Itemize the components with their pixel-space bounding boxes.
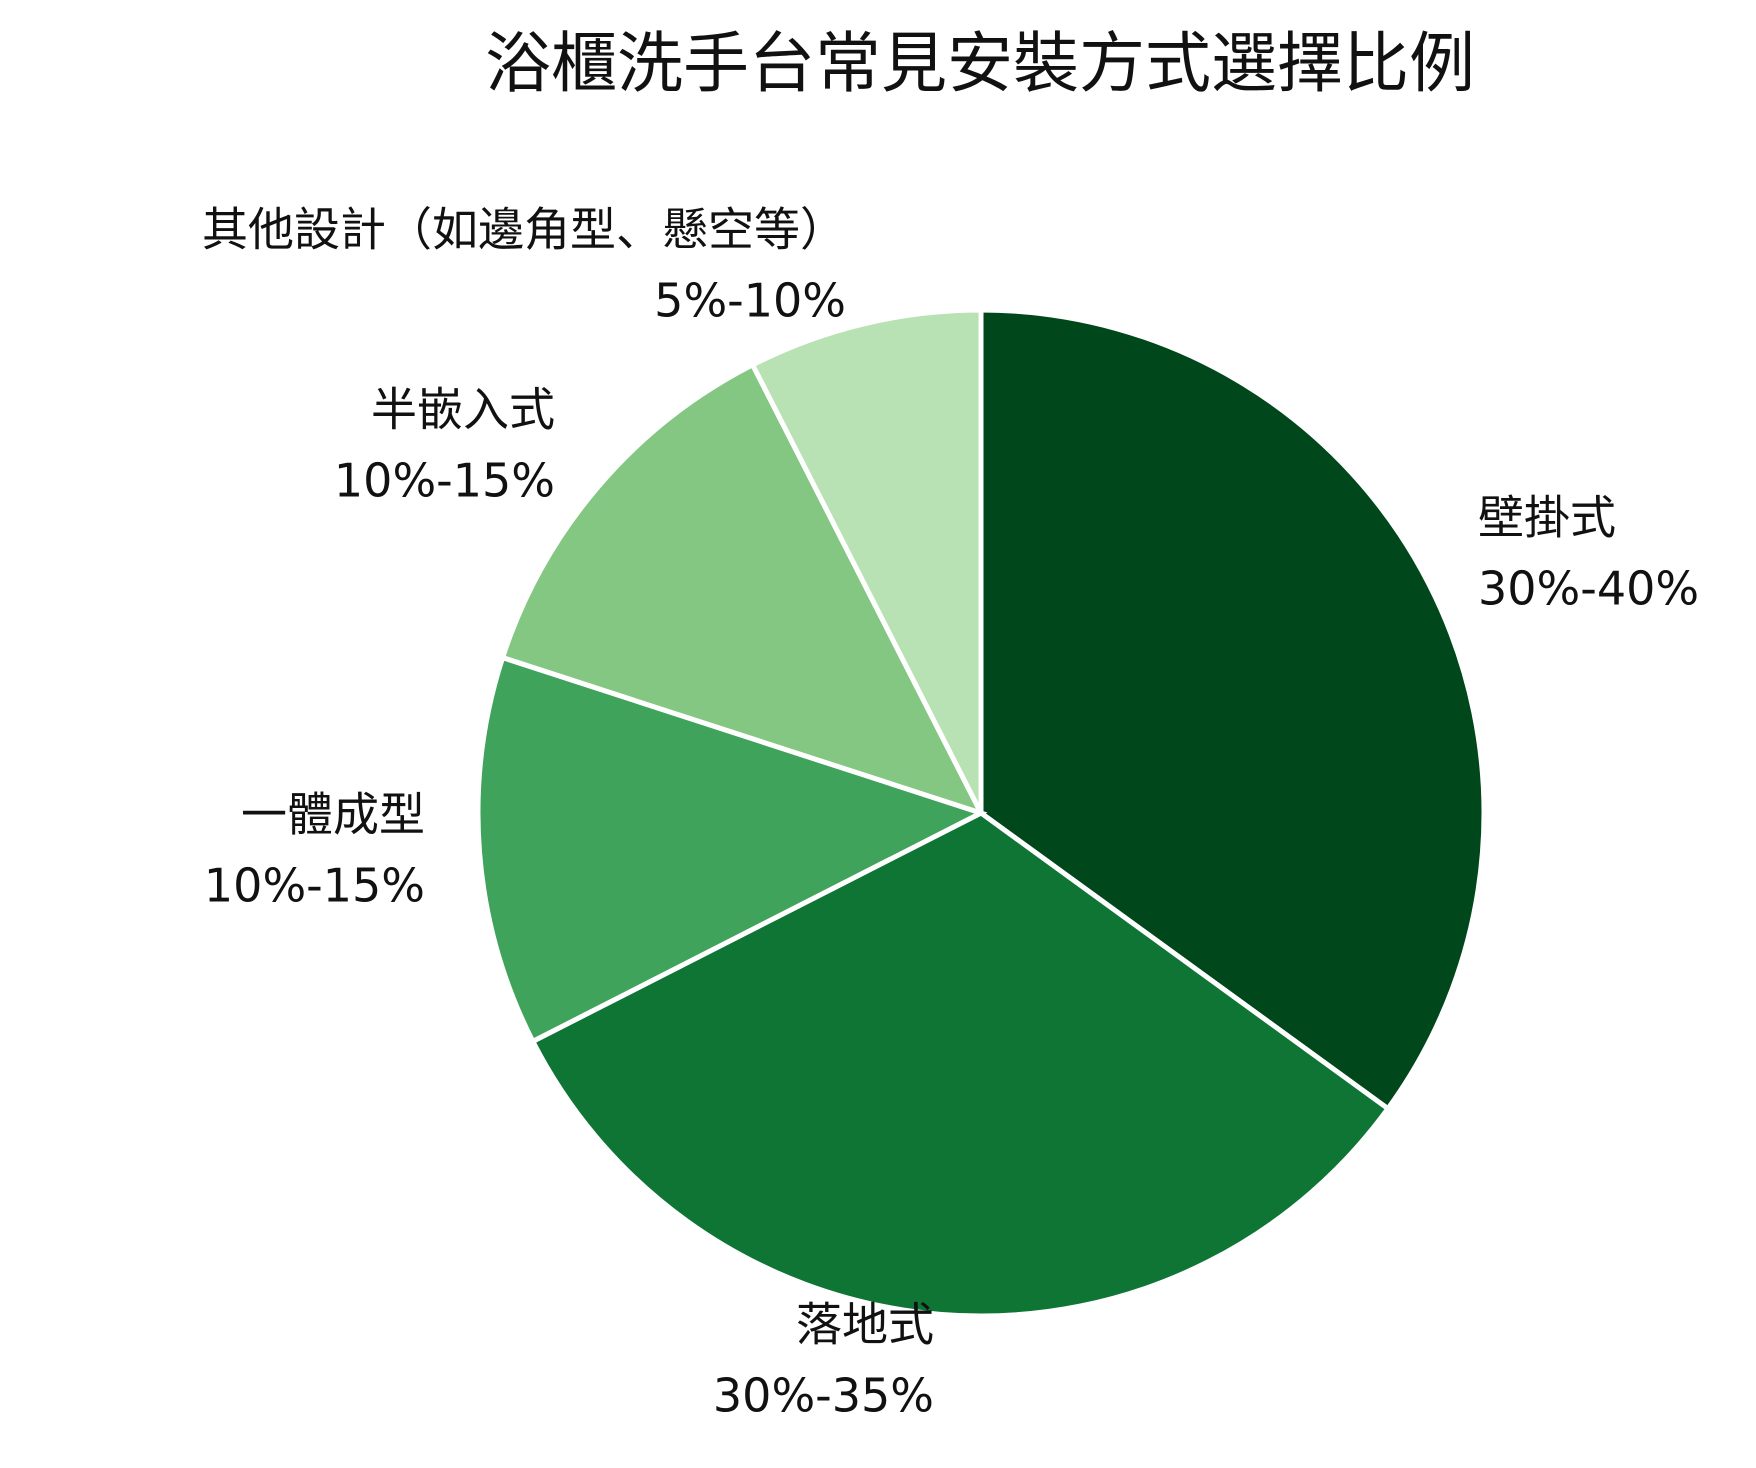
pie-slice [978,307,1487,1113]
slice-value-label: 30%-35% [713,1369,934,1423]
chart-title: 浴櫃洗手台常見安裝方式選擇比例 [485,25,1475,102]
slice-value-label: 10%-15% [334,454,555,508]
slice-value-label: 5%-10% [654,274,846,328]
pie-slice [499,361,986,818]
slice-value-label: 10%-15% [204,859,425,913]
pie-slice [475,654,988,1045]
pie-slice [749,307,984,815]
slice-label: 其他設計（如邊角型、懸空等） [202,203,846,257]
slice-value-label: 30%-40% [1478,562,1699,616]
slice-label: 壁掛式 [1478,491,1616,545]
slice-label: 半嵌入式 [371,383,555,437]
pie-slice [529,810,1392,1319]
slice-label: 一體成型 [241,788,425,842]
slice-label: 落地式 [796,1298,934,1352]
